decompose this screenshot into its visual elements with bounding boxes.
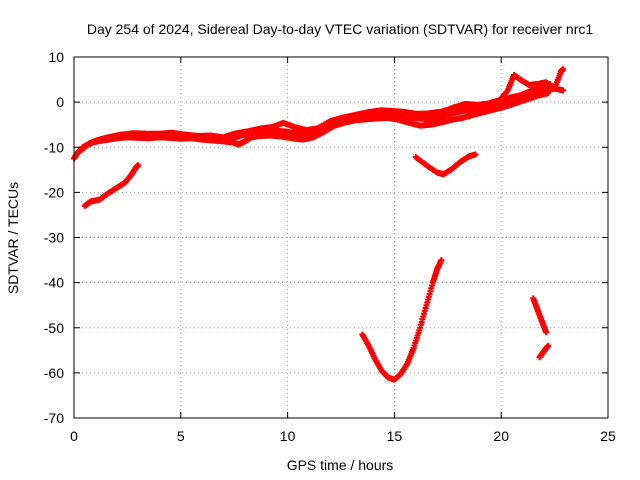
- x-tick-label: 5: [177, 428, 185, 444]
- x-tick-label: 25: [600, 428, 616, 444]
- data-point: [135, 162, 142, 169]
- y-tick-label: -30: [44, 230, 64, 246]
- data-point: [438, 257, 445, 264]
- axis-ticks: 0 5 10 15 20 25 -70 -60 -50 -40 -30 -20 -10 0 10: [44, 49, 616, 444]
- data-point: [472, 151, 479, 158]
- y-tick-label: -40: [44, 275, 64, 291]
- series-late-diagonal-21-22h: [530, 295, 550, 336]
- y-tick-label: -70: [44, 410, 64, 426]
- data-point: [560, 66, 567, 73]
- series-u-curve-13-17h: [359, 257, 445, 383]
- x-axis-label: GPS time / hours: [287, 457, 394, 473]
- series-late-arcs-upper-right: [451, 66, 567, 113]
- x-tick-label: 10: [280, 428, 296, 444]
- x-tick-label: 20: [493, 428, 509, 444]
- x-tick-label: 15: [387, 428, 403, 444]
- data-point: [560, 87, 567, 94]
- y-tick-label: 0: [56, 94, 64, 110]
- y-tick-label: -60: [44, 365, 64, 381]
- series-v-segment-16-19h: [412, 151, 479, 178]
- data-point: [543, 329, 550, 336]
- series-main-band-middle: [79, 85, 567, 151]
- data-points: [71, 66, 567, 383]
- series-early-segment: [81, 162, 142, 209]
- y-tick-label: -50: [44, 320, 64, 336]
- y-tick-label: -20: [44, 184, 64, 200]
- y-tick-label: -10: [44, 139, 64, 155]
- x-tick-label: 0: [70, 428, 78, 444]
- y-axis-label: SDTVAR / TECUs: [5, 182, 21, 294]
- chart-title: Day 254 of 2024, Sidereal Day-to-day VTE…: [87, 21, 593, 37]
- data-point: [545, 342, 552, 349]
- series-late-short-22h: [536, 342, 552, 361]
- y-tick-label: 10: [48, 49, 64, 65]
